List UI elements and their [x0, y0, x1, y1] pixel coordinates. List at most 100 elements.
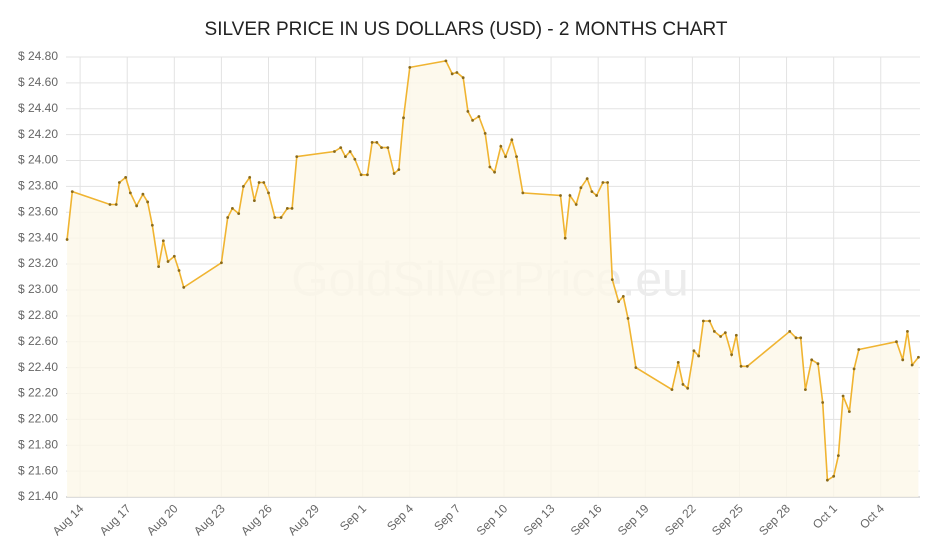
point [788, 329, 792, 333]
point [141, 192, 145, 196]
point [626, 317, 630, 320]
x-tick-label: Sep 7 [431, 501, 463, 533]
point [590, 190, 594, 193]
point [730, 353, 734, 357]
point [739, 364, 743, 368]
point [267, 191, 270, 195]
point [366, 173, 369, 177]
point [799, 336, 803, 340]
point [585, 177, 589, 181]
x-tick-label: Oct 4 [857, 501, 887, 531]
point [161, 239, 165, 243]
point [841, 394, 845, 398]
point [493, 170, 496, 174]
x-tick-label: Sep 13 [521, 501, 558, 538]
point [568, 194, 572, 197]
point [241, 185, 245, 188]
point [273, 216, 277, 219]
point [832, 474, 836, 478]
point [488, 165, 492, 169]
point [477, 115, 481, 118]
x-tick-label: Aug 23 [191, 501, 228, 538]
point [252, 199, 256, 203]
point [471, 119, 474, 122]
area [67, 60, 919, 498]
point [392, 172, 396, 175]
y-tick-label: $ 23.00 [18, 282, 58, 296]
y-tick-label: $ 21.60 [18, 463, 58, 477]
point [719, 335, 723, 338]
y-tick-label: $ 22.60 [18, 334, 58, 348]
point [333, 150, 336, 153]
x-tick-label: Aug 14 [50, 501, 87, 538]
point [380, 146, 383, 149]
point [285, 207, 289, 210]
x-tick-label: Oct 1 [810, 501, 840, 531]
x-tick-label: Sep 19 [615, 501, 652, 538]
point [847, 410, 851, 413]
point [135, 204, 139, 208]
point [386, 146, 390, 149]
point [65, 238, 69, 241]
point [617, 300, 620, 303]
point [499, 144, 503, 148]
point [397, 168, 401, 171]
point [634, 366, 638, 369]
point [128, 191, 132, 195]
point [563, 236, 567, 240]
y-tick-label: $ 23.80 [18, 179, 58, 193]
point [359, 173, 363, 177]
chart-title: SILVER PRICE IN US DOLLARS (USD) - 2 MON… [205, 19, 728, 40]
point [408, 65, 412, 69]
point [504, 155, 507, 159]
x-tick-label: Aug 20 [144, 501, 181, 538]
point [559, 194, 562, 197]
y-tick-label: $ 22.00 [18, 412, 58, 426]
point [574, 203, 578, 206]
y-tick-label: $ 22.20 [18, 386, 58, 400]
point [895, 340, 898, 344]
point [166, 260, 170, 263]
point [348, 150, 352, 153]
y-tick-label: $ 24.00 [18, 153, 58, 167]
point [821, 401, 825, 404]
point [370, 141, 374, 144]
point [461, 76, 465, 80]
point [601, 181, 605, 184]
point [681, 383, 685, 386]
point [353, 157, 357, 161]
point [114, 203, 118, 206]
x-tick-label: Aug 17 [97, 501, 134, 538]
point [108, 203, 112, 206]
y-tick-label: $ 23.20 [18, 256, 58, 270]
point [248, 175, 252, 179]
point [177, 269, 181, 272]
point [852, 367, 856, 371]
point [686, 386, 690, 390]
point [816, 362, 820, 366]
point [455, 71, 459, 74]
point [917, 355, 920, 359]
x-tick-label: Sep 25 [709, 501, 746, 538]
point [723, 331, 727, 335]
point [450, 72, 454, 76]
x-tick-label: Aug 26 [238, 501, 275, 538]
point [701, 319, 705, 323]
point [375, 141, 379, 144]
point [579, 186, 583, 190]
point [150, 223, 154, 227]
point [595, 194, 599, 197]
y-tick-label: $ 24.20 [18, 127, 58, 141]
point [810, 358, 814, 362]
point [237, 212, 241, 215]
point [692, 349, 696, 353]
x-tick-label: Sep 28 [756, 501, 793, 538]
y-tick-label: $ 24.60 [18, 75, 58, 89]
point [182, 285, 186, 289]
y-tick-label: $ 24.80 [18, 49, 58, 63]
y-tick-label: $ 22.40 [18, 360, 58, 374]
point [670, 388, 674, 391]
y-tick-label: $ 23.60 [18, 204, 58, 218]
point [745, 364, 749, 368]
